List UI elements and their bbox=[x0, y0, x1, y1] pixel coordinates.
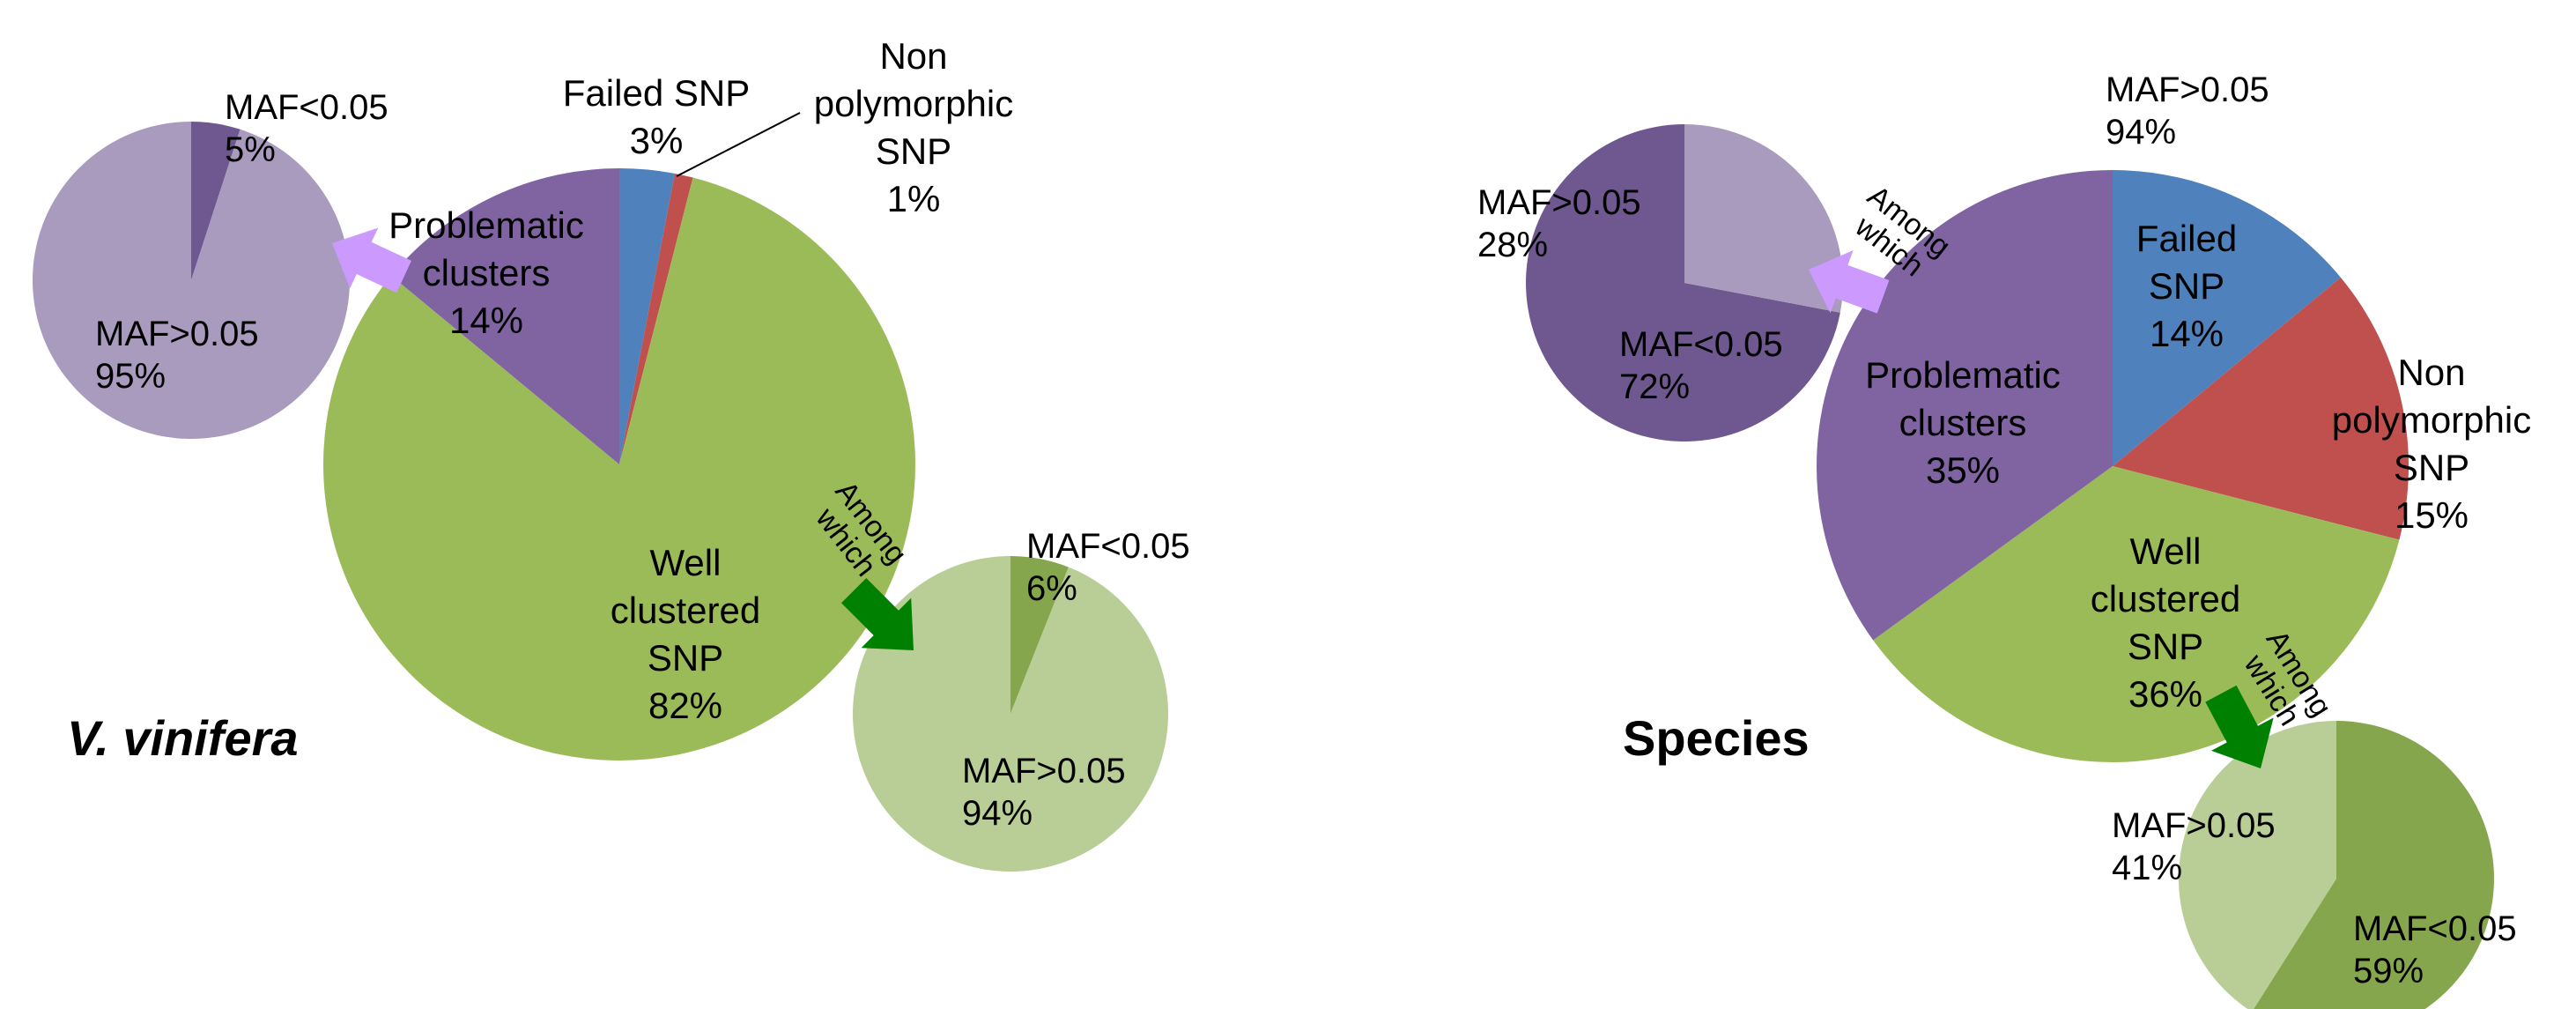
sp-well-maf-high-slice bbox=[2179, 721, 2336, 1009]
vv-problematic-maf-low-label: MAF<0.05 5% bbox=[225, 88, 389, 169]
vv-problematic-maf-low-slice bbox=[191, 122, 241, 280]
vv-non-polymorphic-label: Non polymorphic SNP 1% bbox=[814, 35, 1013, 219]
sp-problematic-maf-low-slice bbox=[1526, 124, 1840, 441]
vv-well-breakdown-arrow bbox=[841, 578, 914, 650]
sp-well-clustered-label: Well clustered SNP 36% bbox=[2091, 530, 2240, 715]
vv-panel-title: V. vinifera bbox=[67, 710, 299, 766]
sp-floating-maf-label: MAF>0.05 94% bbox=[2106, 70, 2269, 152]
sp-problematic-maf-low-label: MAF<0.05 72% bbox=[1619, 325, 1783, 406]
vv-well-maf-low-label: MAF<0.05 6% bbox=[1026, 527, 1190, 608]
vv-problematic-maf-high-slice bbox=[32, 122, 350, 440]
vv-non-polymorphic-leader-line bbox=[676, 112, 801, 177]
vv-non-polymorphic-slice bbox=[619, 173, 693, 464]
vv-problematic-slice bbox=[391, 168, 619, 464]
sp-well-maf-high-label: MAF>0.05 41% bbox=[2112, 806, 2276, 887]
sp-non-polymorphic-slice bbox=[2113, 277, 2409, 540]
sp-problematic-label: Problematic clusters 35% bbox=[1865, 354, 2061, 491]
sp-failed-label: Failed SNP 14% bbox=[2136, 218, 2237, 354]
sp-well-breakdown-arrow bbox=[2205, 685, 2274, 768]
sp-problematic-slice bbox=[1817, 170, 2113, 641]
sp-failed-slice bbox=[2113, 170, 2341, 466]
vv-well-maf-high-slice bbox=[853, 555, 1168, 872]
vv-well-maf-high-label: MAF>0.05 94% bbox=[962, 752, 1126, 833]
sp-problematic-maf-high-label: MAF>0.05 28% bbox=[1477, 183, 1641, 264]
vv-failed-slice bbox=[619, 168, 675, 464]
vv-well-clustered-label: Well clustered SNP 82% bbox=[611, 542, 760, 726]
vv-problematic-maf-high-label: MAF>0.05 95% bbox=[95, 315, 259, 396]
vv-problematic-breakdown-arrow bbox=[332, 227, 411, 293]
vv-well-clustered-slice bbox=[322, 177, 915, 761]
vv-problematic-label: Problematic clusters 14% bbox=[389, 204, 584, 341]
vv-failed-label: Failed SNP 3% bbox=[563, 72, 750, 161]
sp-problematic-breakdown-arrow bbox=[1809, 250, 1890, 314]
vv-well-maf-low-slice bbox=[1010, 556, 1069, 714]
sp-well-maf-low-label: MAF<0.05 59% bbox=[2353, 909, 2517, 990]
sp-panel-title: Species bbox=[1623, 710, 1810, 766]
sp-problematic-maf-high-slice bbox=[1684, 124, 1844, 313]
sp-well-clustered-slice bbox=[1873, 466, 2400, 762]
sp-well-maf-low-slice bbox=[2254, 721, 2494, 1009]
sp-non-polymorphic-label: Non polymorphic SNP 15% bbox=[2332, 352, 2531, 536]
